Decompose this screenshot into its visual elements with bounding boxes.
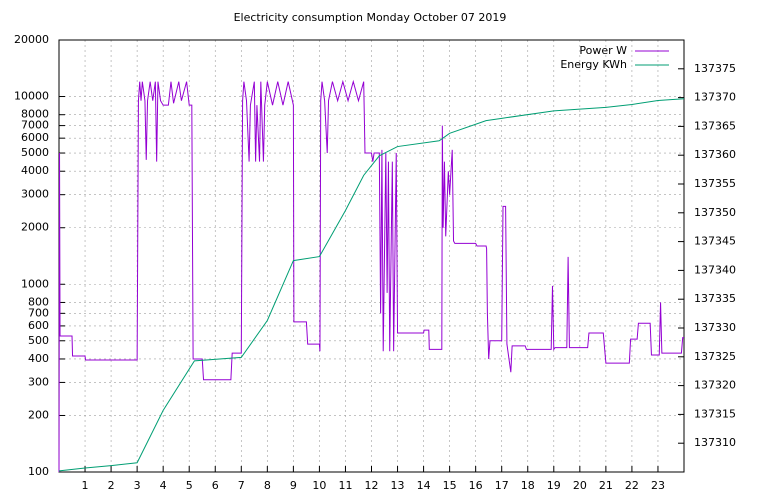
x-tick-label: 18 xyxy=(521,479,535,492)
y2-tick-label: 137335 xyxy=(694,292,736,305)
y-tick-label: 100 xyxy=(28,465,49,478)
y2-tick-label: 137345 xyxy=(694,235,736,248)
y-tick-label: 700 xyxy=(28,306,49,319)
y-tick-label: 8000 xyxy=(21,108,49,121)
x-tick-label: 10 xyxy=(312,479,326,492)
x-tick-label: 14 xyxy=(417,479,431,492)
x-tick-label: 1 xyxy=(82,479,89,492)
y-tick-label: 5000 xyxy=(21,146,49,159)
y-tick-label: 3000 xyxy=(21,188,49,201)
x-tick-label: 2 xyxy=(108,479,115,492)
series-line xyxy=(58,79,684,473)
y-tick-label: 20000 xyxy=(14,33,49,46)
y2-tick-label: 137330 xyxy=(694,321,736,334)
y-tick-label: 6000 xyxy=(21,131,49,144)
x-tick-label: 22 xyxy=(625,479,639,492)
y2-tick-label: 137325 xyxy=(694,350,736,363)
chart-title: Electricity consumption Monday October 0… xyxy=(234,11,507,24)
y-tick-label: 1000 xyxy=(21,277,49,290)
x-tick-label: 3 xyxy=(134,479,141,492)
y-tick-label: 400 xyxy=(28,352,49,365)
x-tick-label: 9 xyxy=(290,479,297,492)
x-tick-label: 12 xyxy=(365,479,379,492)
y2-tick-label: 137370 xyxy=(694,91,736,104)
x-tick-label: 15 xyxy=(443,479,457,492)
x-tick-label: 19 xyxy=(547,479,561,492)
x-tick-label: 8 xyxy=(264,479,271,492)
y-tick-label: 10000 xyxy=(14,90,49,103)
y2-tick-label: 137375 xyxy=(694,62,736,75)
x-tick-label: 20 xyxy=(573,479,587,492)
x-tick-label: 13 xyxy=(391,479,405,492)
x-tick-label: 5 xyxy=(186,479,193,492)
y2-tick-label: 137350 xyxy=(694,206,736,219)
x-tick-label: 11 xyxy=(338,479,352,492)
y-tick-label: 600 xyxy=(28,319,49,332)
y2-tick-label: 137320 xyxy=(694,379,736,392)
y2-tick-label: 137340 xyxy=(694,263,736,276)
series-line xyxy=(58,98,685,472)
y2-tick-label: 137310 xyxy=(694,436,736,449)
y-tick-label: 300 xyxy=(28,375,49,388)
y-tick-label: 200 xyxy=(28,408,49,421)
y2-tick-label: 137315 xyxy=(694,407,736,420)
x-tick-label: 17 xyxy=(495,479,509,492)
x-tick-label: 4 xyxy=(160,479,167,492)
y-tick-label: 500 xyxy=(28,334,49,347)
y-tick-label: 7000 xyxy=(21,119,49,132)
legend-label: Power W xyxy=(579,44,627,57)
x-tick-label: 16 xyxy=(469,479,483,492)
x-tick-label: 23 xyxy=(651,479,665,492)
y-tick-label: 4000 xyxy=(21,164,49,177)
y2-tick-label: 137355 xyxy=(694,177,736,190)
y-tick-label: 2000 xyxy=(21,221,49,234)
y2-tick-label: 137360 xyxy=(694,148,736,161)
y-tick-label: 800 xyxy=(28,295,49,308)
x-tick-label: 6 xyxy=(212,479,219,492)
x-tick-label: 21 xyxy=(599,479,613,492)
y2-tick-label: 137365 xyxy=(694,119,736,132)
x-tick-label: 7 xyxy=(238,479,245,492)
legend-label: Energy KWh xyxy=(560,58,627,71)
